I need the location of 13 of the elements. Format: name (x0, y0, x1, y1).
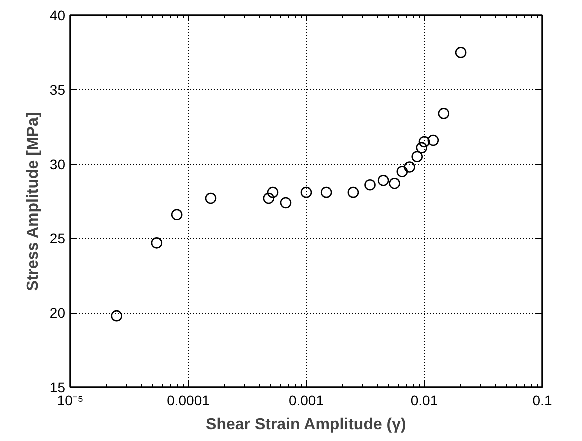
x-tick-label: 0.1 (532, 392, 552, 408)
x-tick-label: 0.0001 (167, 392, 210, 408)
x-tick-label: 0.01 (410, 392, 438, 408)
y-tick-label: 35 (50, 82, 66, 98)
y-tick-label: 25 (50, 230, 66, 247)
y-tick-label: 20 (50, 305, 66, 322)
x-tick-label: 10⁻⁵ (57, 392, 84, 408)
y-axis-title: Stress Amplitude [MPa] (24, 112, 42, 292)
y-tick-label: 30 (50, 156, 66, 172)
y-tick-label: 40 (50, 8, 66, 24)
y-tick-label: 15 (50, 380, 66, 396)
x-tick-label: 0.001 (288, 392, 324, 408)
x-axis-title: Shear Strain Amplitude (γ) (206, 416, 406, 434)
